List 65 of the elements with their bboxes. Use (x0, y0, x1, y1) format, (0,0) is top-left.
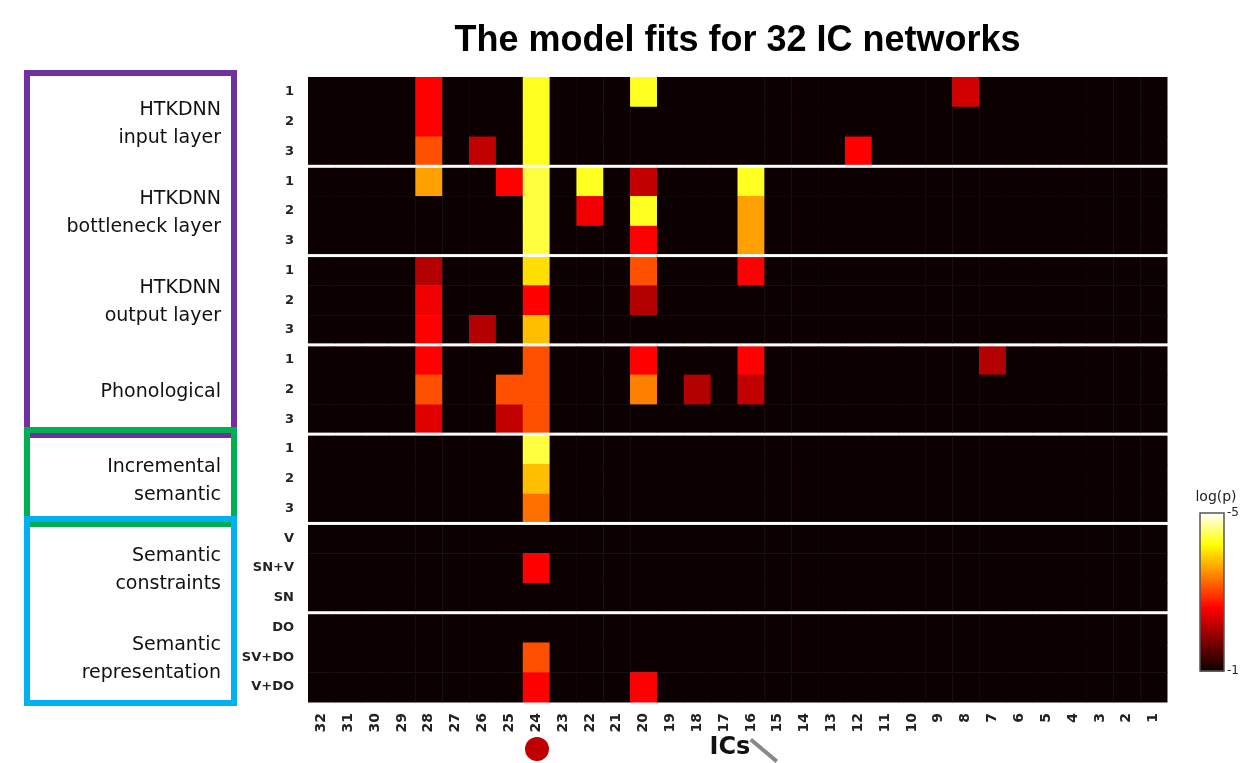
y-tick-label: 3 (284, 499, 294, 515)
y-tick-label: 2 (284, 380, 294, 396)
text: Incremental semantic (106, 452, 221, 506)
y-tick-label: 2 (284, 291, 294, 307)
y-tick-label: 1 (284, 83, 294, 99)
y-tick-label: SV+DO (241, 648, 294, 664)
x-tick-label: 4 (1063, 712, 1080, 723)
y-tick-label: 2 (284, 113, 294, 129)
y-tick-label: 2 (284, 470, 294, 486)
x-tick-label: 30 (365, 712, 382, 733)
y-tick-label: 1 (284, 261, 294, 277)
x-tick-label: 12 (848, 713, 865, 733)
x-tick-label: 22 (580, 713, 597, 733)
color-bar-title: log(p) (1195, 488, 1237, 504)
x-tick-label: 18 (687, 713, 704, 733)
x-tick-label: 26 (473, 713, 490, 733)
y-tick-label: 1 (284, 351, 294, 367)
x-tick-label: 17 (714, 713, 731, 733)
text: HTKDNN input layer (117, 95, 221, 149)
x-tick-label: 6 (1010, 713, 1026, 723)
x-tick-label: 16 (741, 713, 758, 733)
x-tick-label: 23 (553, 713, 570, 733)
x-tick-label: 10 (902, 712, 919, 733)
x-tick-label: 13 (822, 713, 839, 733)
x-axis-title: ICs (708, 732, 752, 760)
y-tick-label: V (283, 529, 294, 545)
x-tick-label: 19 (661, 713, 678, 733)
color-bar-label: -1 (1227, 663, 1239, 678)
text: Semantic representation (80, 631, 221, 685)
text: HTKDNN bottleneck layer (65, 184, 221, 238)
x-tick-label: 21 (607, 713, 624, 733)
x-tick-label: 1 (1144, 713, 1161, 723)
x-tick-label: 29 (392, 713, 409, 733)
y-tick-label: DO (272, 618, 294, 634)
text: HTKDNN output layer (103, 274, 221, 328)
x-tick-label: 5 (1036, 713, 1053, 723)
x-tick-label: 2 (1117, 713, 1134, 723)
y-tick-label: 3 (284, 410, 294, 426)
x-tick-label: 20 (634, 712, 651, 733)
x-tick-label: 31 (338, 713, 355, 733)
y-tick-label: 3 (284, 142, 294, 158)
text: Semantic constraints (114, 542, 221, 596)
x-tick-label: 27 (446, 713, 463, 733)
x-tick-label: 8 (956, 713, 973, 723)
x-tick-label: 14 (795, 712, 812, 733)
text: Phonological (99, 377, 221, 403)
x-tick-label: 9 (929, 713, 946, 723)
y-tick-label: SN (273, 589, 294, 605)
x-tick-label: 3 (1090, 713, 1107, 723)
y-tick-label: V+DO (251, 678, 294, 694)
y-tick-label: SN+V (252, 559, 294, 575)
x-tick-label: 28 (419, 713, 436, 733)
y-tick-label: 1 (284, 172, 294, 188)
color-bar-label: -5 (1227, 505, 1239, 520)
y-tick-label: 2 (284, 202, 294, 218)
y-tick-label: 1 (284, 440, 294, 456)
x-tick-label: 32 (312, 713, 329, 733)
x-tick-label: 25 (499, 713, 516, 733)
x-tick-label: 24 (526, 712, 543, 733)
y-tick-label: 3 (284, 232, 294, 248)
y-tick-label: 3 (284, 321, 294, 337)
chart-title: The model fits for 32 IC networks (453, 18, 1022, 60)
x-tick-label: 11 (875, 713, 892, 733)
x-tick-label: 7 (983, 713, 1000, 723)
x-tick-label: 15 (768, 713, 785, 733)
